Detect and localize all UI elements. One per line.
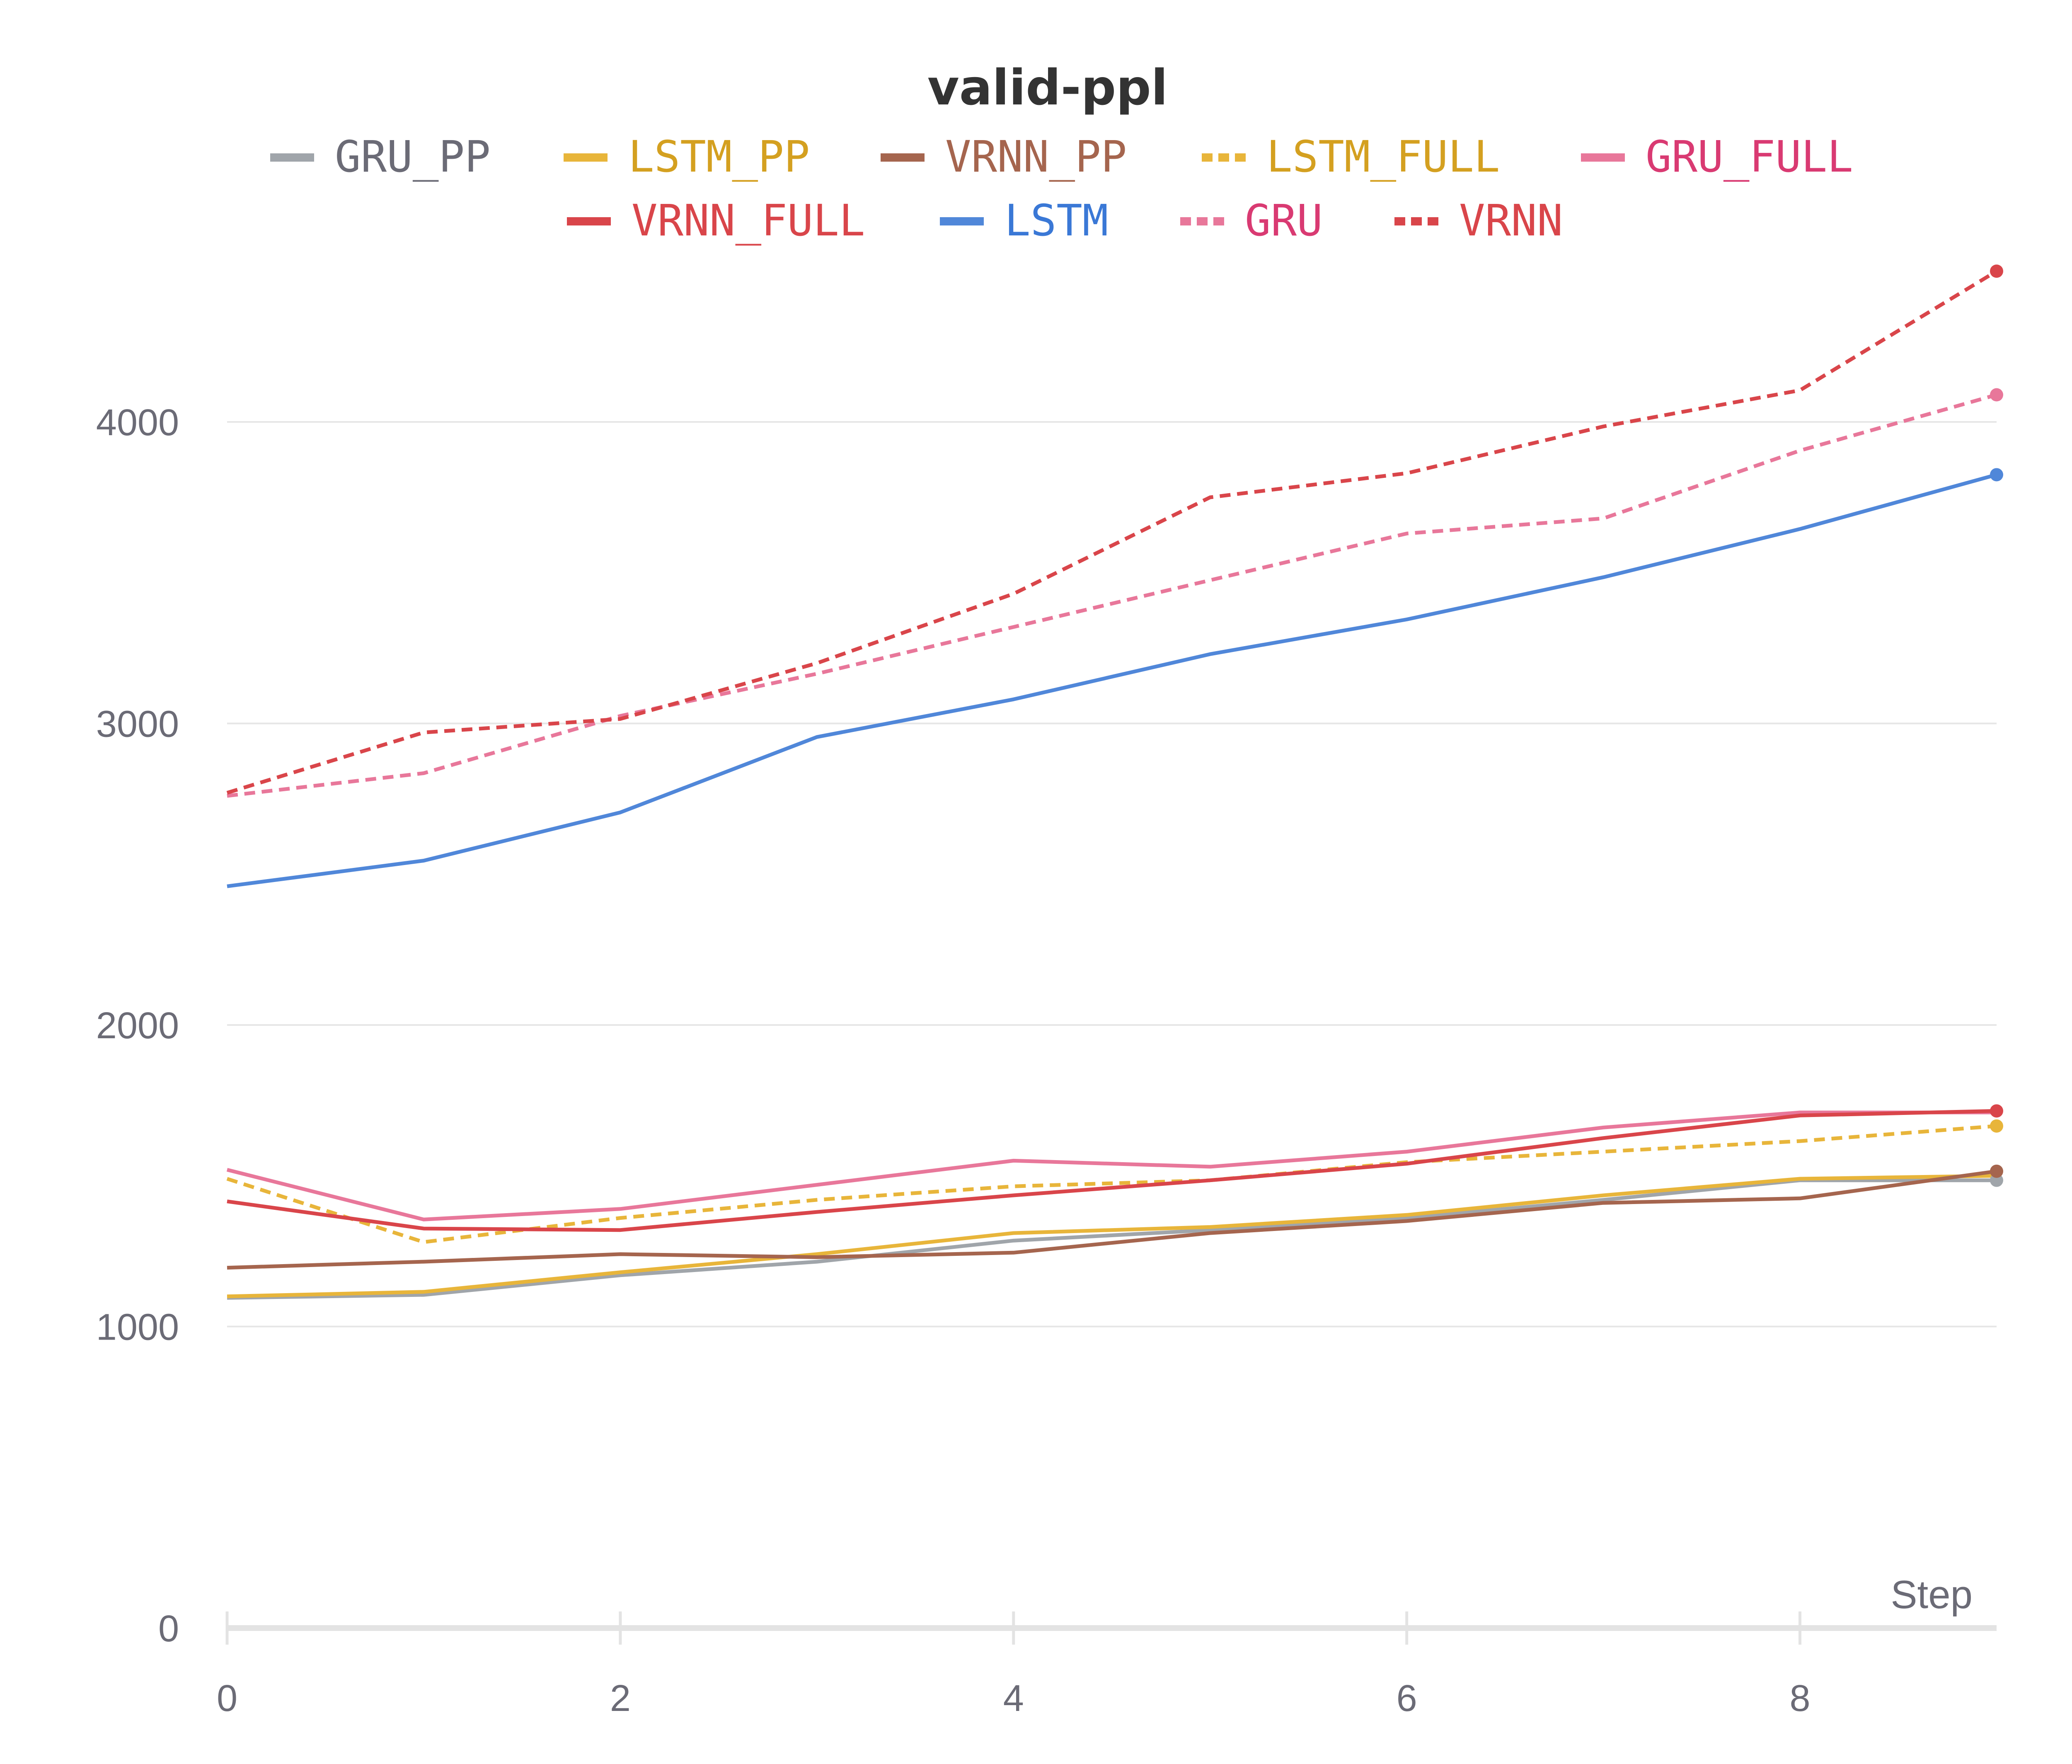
series-line-vrnn-full (227, 1109, 1997, 1232)
legend-label: VRNN (1459, 195, 1563, 246)
series-line-lstm (227, 472, 1997, 888)
end-point-vrnn-full (1990, 1104, 2003, 1118)
series-line-gru-full (226, 1110, 1997, 1221)
legend-item-lstm-full[interactable]: LSTM_FULL (1202, 131, 1500, 182)
legend-label: GRU (1245, 195, 1323, 246)
y-tick-label: 3000 (96, 704, 179, 745)
legend-label: LSTM_PP (628, 131, 810, 182)
end-point-gru (1990, 388, 2003, 402)
y-tick-label: 4000 (96, 402, 179, 443)
legend-label: VRNN_PP (945, 131, 1127, 182)
series-line-lstm-pp (227, 1174, 1997, 1299)
x-axis: 0 2 4 6 8 (217, 1611, 1997, 1719)
legend-item-vrnn-full[interactable]: VRNN_FULL (567, 195, 865, 246)
series-lines (226, 269, 1998, 1300)
x-tick-label: 6 (1397, 1678, 1417, 1719)
y-tick-label: 2000 (96, 1005, 179, 1047)
end-point-vrnn (1990, 264, 2003, 278)
legend-item-vrnn-pp[interactable]: VRNN_PP (881, 131, 1127, 182)
legend-label: VRNN_FULL (632, 195, 865, 246)
x-tick-label: 4 (1003, 1678, 1024, 1719)
series-line-gru (227, 393, 1997, 798)
legend-label: GRU_FULL (1646, 131, 1853, 182)
x-tick-label: 2 (610, 1678, 631, 1719)
y-tick-label: 1000 (96, 1307, 179, 1348)
series-line-gru-pp (227, 1178, 1997, 1300)
end-point-lstm-full (1990, 1119, 2003, 1133)
x-tick-label: 8 (1790, 1678, 1811, 1719)
legend-item-gru-pp[interactable]: GRU_PP (270, 131, 491, 182)
legend-item-gru[interactable]: GRU (1180, 195, 1323, 246)
x-tick-label: 0 (217, 1678, 237, 1719)
gridlines (227, 421, 1997, 1328)
legend-item-vrnn[interactable]: VRNN (1394, 195, 1563, 246)
legend-label: LSTM_FULL (1266, 131, 1500, 182)
legend-item-lstm-pp[interactable]: LSTM_PP (564, 131, 810, 182)
legend: GRU_PP LSTM_PP VRNN_PP LSTM_FULL GRU_FULL VRN… (270, 131, 1853, 246)
legend-item-lstm[interactable]: LSTM (940, 195, 1108, 246)
legend-label: LSTM (1005, 195, 1108, 246)
series-line-vrnn-pp (227, 1169, 1997, 1270)
series-line-vrnn (226, 269, 1998, 795)
end-markers (1990, 264, 2003, 1187)
end-point-vrnn-pp (1990, 1164, 2003, 1178)
y-axis: 0 1000 2000 3000 4000 (96, 402, 179, 1650)
legend-item-gru-full[interactable]: GRU_FULL (1581, 131, 1853, 182)
legend-label: GRU_PP (335, 131, 491, 182)
y-tick-label: 0 (158, 1608, 179, 1650)
chart-title: valid-ppl (927, 59, 1168, 116)
end-point-lstm (1990, 468, 2003, 482)
x-axis-title: Step (1891, 1573, 1973, 1617)
